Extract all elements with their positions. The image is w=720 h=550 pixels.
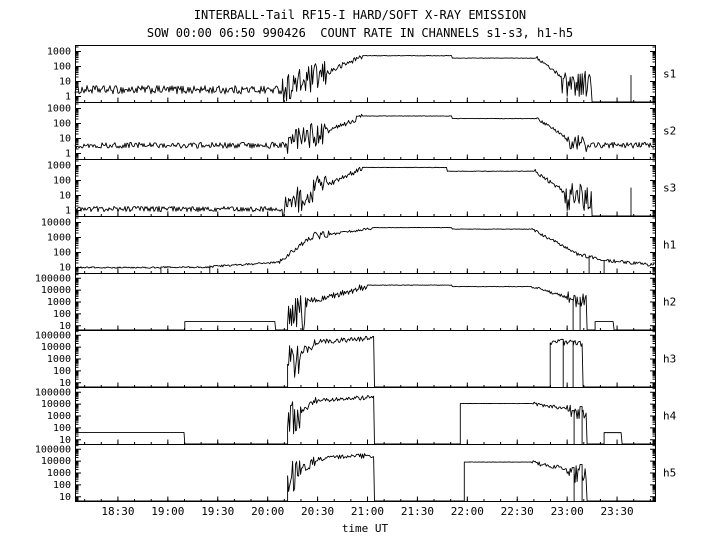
ytick-label: 10000 <box>41 218 71 229</box>
series-h3 <box>75 335 655 388</box>
panel-label-h3: h3 <box>663 353 676 366</box>
xtick-label: 18:30 <box>101 505 135 518</box>
ytick-label: 10 <box>59 191 71 202</box>
panel-label-h2: h2 <box>663 296 676 309</box>
ytick-label: 10 <box>59 263 71 274</box>
ytick-label: 10000 <box>41 456 71 467</box>
ytick-label: 100 <box>53 176 71 187</box>
xtick-label: 21:30 <box>400 505 434 518</box>
ytick-label: 100000 <box>35 444 71 455</box>
xtick-label: 20:00 <box>251 505 285 518</box>
ytick-label: 10 <box>59 77 71 88</box>
ytick-label: 100000 <box>35 330 71 341</box>
xtick-label: 22:30 <box>500 505 534 518</box>
series-s3 <box>74 166 655 217</box>
ytick-label: 1000 <box>47 104 71 115</box>
series-h2 <box>75 284 655 331</box>
ytick-label: 10 <box>59 321 71 331</box>
ytick-label: 10 <box>59 492 71 502</box>
xtick-label: 19:00 <box>151 505 185 518</box>
ytick-label: 10 <box>59 378 71 388</box>
series-h4 <box>75 395 655 445</box>
panel-label-s1: s1 <box>663 68 676 81</box>
ytick-label: 1000 <box>47 411 71 422</box>
series-h1 <box>74 226 655 274</box>
ytick-label: 100 <box>53 248 71 259</box>
x-axis-label: time UT <box>341 522 389 535</box>
panel-h1: 10000 1000 100 10 h1 <box>41 216 676 274</box>
ytick-label: 10 <box>59 435 71 445</box>
ytick-label: 1000 <box>47 47 71 58</box>
ytick-label: 100 <box>53 119 71 130</box>
ytick-label: 1 <box>65 206 71 217</box>
ytick-label: 1 <box>65 149 71 160</box>
xtick-label: 23:30 <box>600 505 634 518</box>
panel-label-h1: h1 <box>663 239 676 252</box>
panel-label-h4: h4 <box>663 410 677 423</box>
ytick-label: 10000 <box>41 342 71 353</box>
xtick-label: 23:00 <box>550 505 584 518</box>
ytick-label: 1000 <box>47 233 71 244</box>
xtick-label: 22:00 <box>450 505 484 518</box>
xtick-label: 21:00 <box>350 505 385 518</box>
xtick-label: 19:30 <box>201 505 235 518</box>
panel-label-s3: s3 <box>663 182 676 195</box>
ytick-label: 1000 <box>47 161 71 172</box>
panel-label-s2: s2 <box>663 125 676 138</box>
ytick-label: 100000 <box>35 273 71 284</box>
ytick-label: 10000 <box>41 399 71 410</box>
xtick-label: 20:30 <box>301 505 335 518</box>
series-h5 <box>75 453 655 502</box>
ytick-label: 1000 <box>47 297 71 308</box>
ytick-label: 1 <box>65 92 71 103</box>
chart-title: INTERBALL-Tail RF15-I HARD/SOFT X-RAY EM… <box>193 8 527 22</box>
panel-s3: 1000 100 10 1 s3 <box>47 159 676 217</box>
panel-s1: 1000 100 10 1 s1 <box>47 45 676 103</box>
panel-s2: 1000 100 10 1 s2 <box>47 102 676 160</box>
series-s2 <box>74 113 655 154</box>
ytick-label: 10 <box>59 134 71 145</box>
ytick-label: 100 <box>53 62 71 73</box>
ytick-label: 1000 <box>47 468 71 479</box>
chart-subtitle: SOW 00:00 06:50 990426 COUNT RATE IN CHA… <box>146 26 574 40</box>
ytick-label: 10000 <box>41 285 71 296</box>
ytick-label: 100 <box>53 366 71 377</box>
ytick-label: 100 <box>53 309 71 320</box>
ytick-label: 100 <box>53 423 71 434</box>
ytick-label: 100000 <box>35 387 71 398</box>
panel-label-h5: h5 <box>663 467 676 480</box>
ytick-label: 1000 <box>47 354 71 365</box>
series-s1 <box>74 55 655 103</box>
ytick-label: 100 <box>53 480 71 491</box>
